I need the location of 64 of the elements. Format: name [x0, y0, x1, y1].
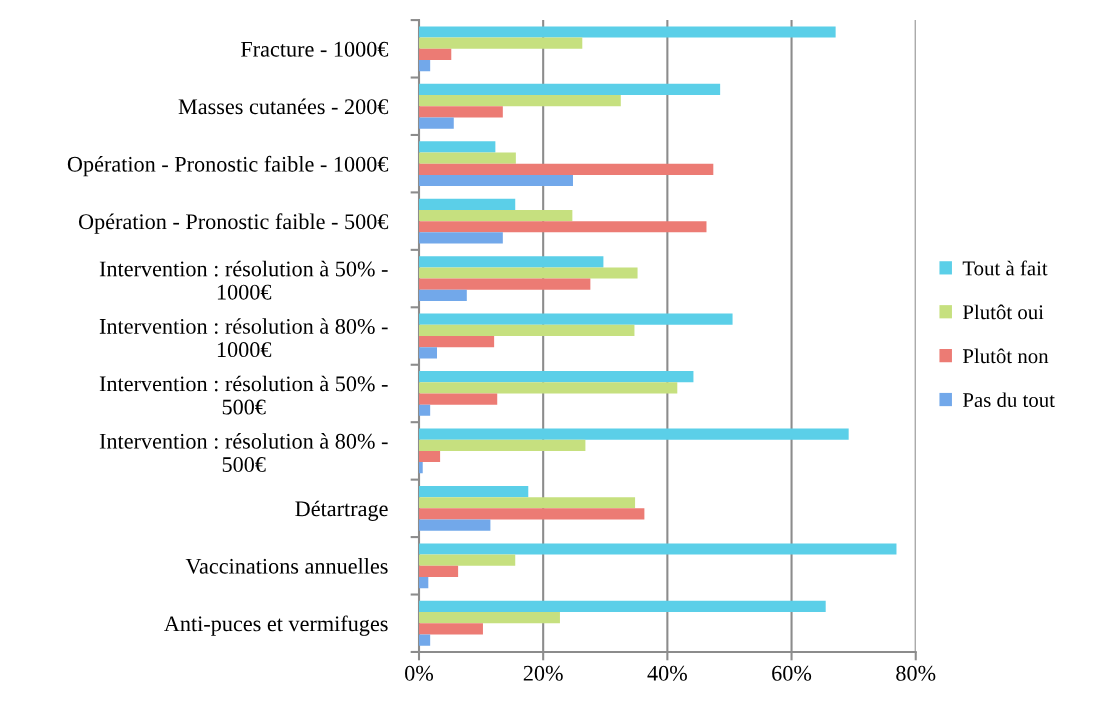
bar: [419, 577, 429, 589]
bar: [419, 60, 431, 72]
bar: [419, 37, 583, 49]
legend-label: Plutôt non: [962, 348, 1049, 364]
legend-label: Pas du tout: [962, 392, 1055, 408]
bar: [419, 393, 498, 405]
y-tick-label: Vaccinations annuelles: [185, 558, 388, 574]
bar: [419, 267, 638, 279]
bar: [419, 450, 441, 463]
legend-label: Tout à fait: [962, 260, 1048, 276]
bar: [419, 404, 431, 416]
bar: [419, 508, 645, 520]
bar: [419, 174, 573, 187]
bar: [419, 543, 897, 555]
bar: [419, 371, 694, 383]
x-tick-label: 20%: [523, 665, 563, 681]
bar: [419, 485, 529, 498]
bar: [419, 152, 516, 164]
legend-label: Plutôt oui: [962, 304, 1044, 320]
bar: [419, 83, 721, 96]
bar: [419, 347, 437, 359]
y-tick-label: Intervention : résolution à 50% - 1000€: [99, 260, 388, 300]
bar: [419, 106, 503, 118]
bar: [419, 324, 635, 337]
bar: [419, 462, 423, 474]
y-tick-label: Détartrage: [295, 500, 388, 521]
bar: [419, 519, 491, 531]
bar: [419, 163, 714, 175]
bar: [419, 209, 573, 222]
bar: [419, 221, 707, 233]
bar: [419, 313, 733, 325]
bar: [419, 428, 849, 440]
x-tick-label: 80%: [896, 665, 936, 681]
bar: [419, 141, 496, 153]
bar: [419, 198, 516, 210]
x-tick-label: 0%: [405, 665, 434, 681]
bar: [419, 565, 459, 577]
bar: [419, 623, 483, 635]
x-tick-label: 60%: [772, 665, 812, 681]
bar: [419, 26, 836, 38]
y-tick-label: Masses cutanées - 200€: [178, 98, 389, 115]
y-tick-label: Intervention : résolution à 80% - 1000€: [99, 318, 388, 358]
x-tick-label: 40%: [647, 665, 687, 681]
bar: [419, 439, 586, 451]
y-tick-label: Anti-puces et vermifuges: [164, 615, 388, 636]
y-tick-label: Intervention : résolution à 80% - 500€: [99, 433, 388, 472]
bar: [419, 497, 636, 509]
bar: [419, 382, 678, 394]
bar: [419, 48, 452, 60]
bar: [419, 600, 826, 613]
y-tick-label: Opération - Pronostic faible - 500€: [78, 213, 389, 234]
y-tick-label: Intervention : résolution à 50% - 500€: [99, 375, 388, 415]
bar: [419, 95, 621, 107]
bar: [419, 289, 467, 301]
bar: [419, 232, 503, 244]
bar: [419, 634, 431, 646]
y-tick-label: Fracture - 1000€: [240, 41, 389, 57]
bar: [419, 256, 604, 268]
bar: [419, 117, 454, 129]
bar: [419, 278, 591, 290]
bar: [419, 336, 495, 348]
bar: [419, 612, 560, 624]
y-tick-label: Opération - Pronostic faible - 1000€: [67, 155, 389, 177]
bar: [419, 554, 516, 566]
